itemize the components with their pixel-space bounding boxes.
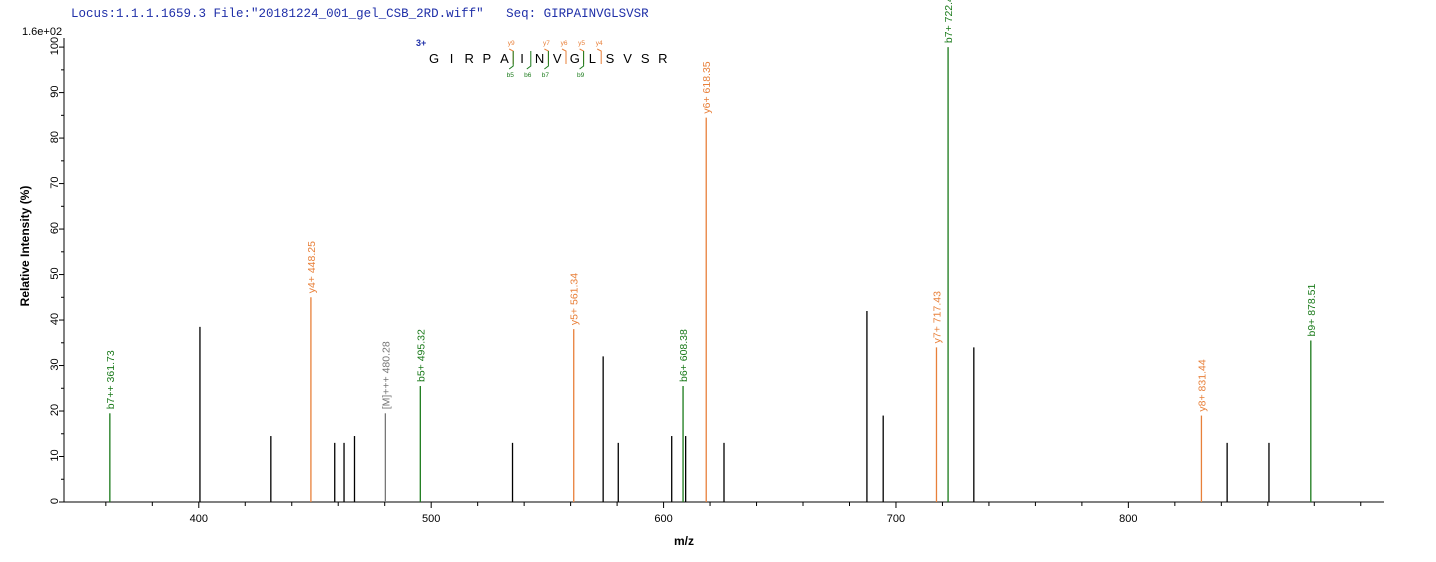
b-cleavage-mark	[544, 51, 549, 70]
y-ion-label: y7	[543, 40, 550, 47]
peak-label: y5+ 561.34	[569, 273, 581, 325]
seq-label: Seq:	[506, 7, 537, 21]
residue-letter: A	[500, 51, 509, 66]
peak-label: y7+ 717.43	[931, 291, 943, 343]
y-tick-label: 90	[49, 85, 61, 97]
b-ion-label: b9	[577, 72, 585, 79]
peak-label: y4+ 448.25	[306, 241, 318, 293]
b-ion-label: b6	[524, 72, 532, 79]
peaks-group: b7++ 361.73 y4+ 448.25 [M]+++ 480.28 b5+ 49…	[105, 0, 1318, 502]
y-tick-label: 40	[49, 313, 61, 325]
x-tick-label: 600	[654, 513, 672, 525]
b-cleavage-mark	[526, 51, 532, 70]
b-ion-label: b7	[542, 72, 550, 79]
spectrum-header: Locus:1.1.1.1659.3 File:"20181224_001_ge…	[71, 7, 649, 21]
chart-axes	[63, 38, 1384, 503]
charge-state: 3+	[416, 38, 426, 48]
residue-letter: R	[658, 51, 667, 66]
b-cleavage-mark	[579, 51, 585, 70]
y-tick-label: 60	[49, 222, 61, 234]
residue-letter: G	[570, 51, 580, 66]
x-ticks: 400 500 600 700 800	[105, 502, 1362, 525]
y-tick-label: 50	[49, 267, 61, 279]
y-tick-label: 100	[49, 37, 61, 55]
residue-letter: L	[589, 51, 596, 66]
y-cleavage-mark	[596, 48, 602, 64]
residue-letter: S	[606, 51, 615, 66]
x-axis-label: m/z	[674, 534, 694, 548]
peak-label: b5+ 495.32	[415, 329, 427, 382]
x-tick-label: 800	[1119, 513, 1137, 525]
peak-label: y6+ 618.35	[701, 61, 713, 113]
residue-letter: V	[623, 51, 632, 66]
y-tick-label: 70	[49, 176, 61, 188]
y-cleavage-mark	[561, 48, 567, 64]
b-cleavage-mark	[508, 51, 514, 70]
y-tick-label: 30	[49, 358, 61, 370]
y-tick-label: 10	[49, 449, 61, 461]
residue-letter: P	[482, 51, 491, 66]
peak-label: [M]+++ 480.28	[380, 341, 392, 409]
peak-label: b6+ 608.38	[678, 329, 690, 382]
residue-letter: N	[535, 51, 544, 66]
residue-letter: G	[429, 51, 439, 66]
peak-label: b9+ 878.51	[1306, 284, 1318, 337]
y-ion-label: y6	[561, 40, 568, 47]
file-text: File:"20181224_001_gel_CSB_2RD.wiff"	[213, 7, 484, 21]
peak-label: y8+ 831.44	[1196, 359, 1208, 411]
x-tick-label: 700	[887, 513, 905, 525]
y-axis-label: Relative Intensity (%)	[18, 186, 32, 307]
y-tick-label: 0	[49, 498, 61, 504]
residue-letter: I	[450, 51, 454, 66]
y-ticks: 0 10 20 30 40 50 60 70 80 90 100	[49, 37, 64, 504]
residue-letter: I	[520, 51, 524, 66]
seq-value: GIRPAINVGLSVSR	[543, 7, 649, 21]
peak-label: b7+ 722.42	[943, 0, 955, 43]
y-tick-label: 80	[49, 131, 61, 143]
locus-text: Locus:1.1.1.1659.3	[71, 7, 207, 21]
y-ion-label: y9	[508, 40, 515, 47]
peak-label: b7++ 361.73	[105, 350, 117, 409]
y-cleavage-mark	[579, 48, 585, 64]
max-intensity-label: 1.6e+02	[22, 26, 62, 38]
residue-letter: S	[641, 51, 650, 66]
residue-letter: V	[553, 51, 562, 66]
y-cleavage-mark	[544, 48, 549, 64]
b-ion-label: b5	[507, 72, 515, 79]
y-ion-label: y5	[578, 40, 585, 47]
x-tick-label: 400	[190, 513, 208, 525]
x-tick-label: 500	[422, 513, 440, 525]
y-tick-label: 20	[49, 404, 61, 416]
y-cleavage-mark	[508, 48, 514, 64]
y-ion-label: y4	[596, 40, 603, 47]
residue-letter: R	[465, 51, 474, 66]
